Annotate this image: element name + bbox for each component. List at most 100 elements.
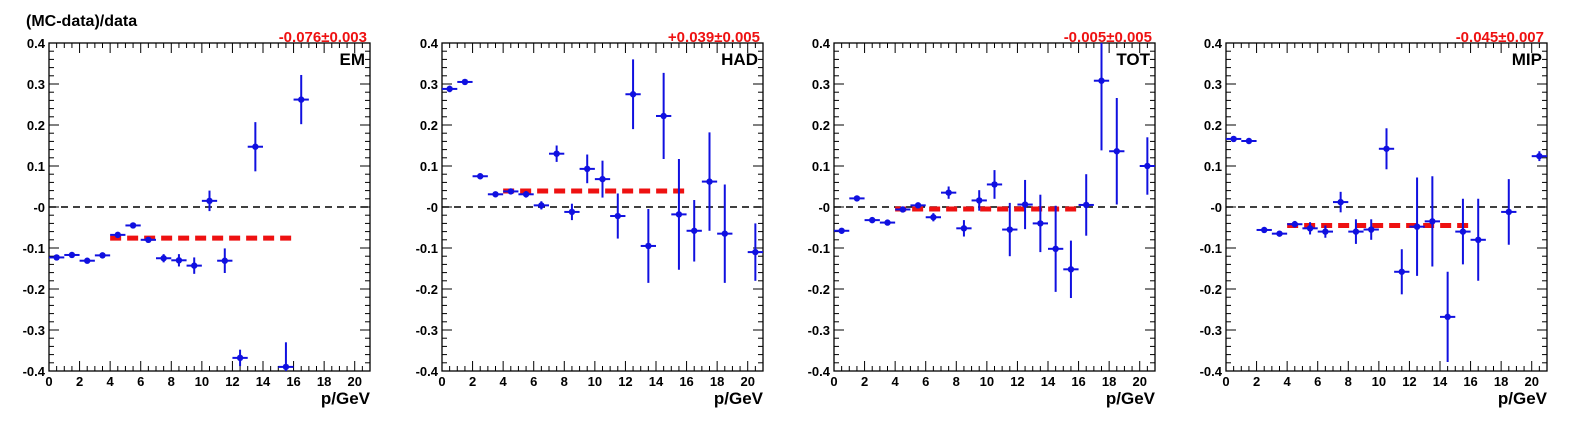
panel-label: TOT	[1116, 50, 1150, 69]
y-tick-label: -0.1	[23, 241, 45, 256]
x-tick-label: 2	[861, 374, 868, 389]
data-point	[853, 195, 861, 202]
x-tick-label: 6	[922, 374, 929, 389]
x-tick-label: 12	[225, 374, 239, 389]
panel-tot: -0.4 -0.3 -0.2 -0.1 -0 0.1 0.2 0.3 0.4 0 2 4 6 8 10 12 1…	[808, 29, 1156, 408]
data-point	[129, 222, 137, 229]
data-point	[1245, 137, 1253, 145]
x-tick-label: 10	[195, 374, 209, 389]
x-tick-label: 12	[1010, 374, 1024, 389]
data-point	[53, 254, 60, 261]
y-tick-label: 0.2	[1204, 118, 1222, 133]
y-tick-label: -0	[426, 200, 438, 215]
panel-label: MIP	[1512, 50, 1542, 69]
data-point	[492, 191, 499, 198]
fit-result-label: -0.005±0.005	[1064, 29, 1152, 46]
panel-had: -0.4 -0.3 -0.2 -0.1 -0 0.1 0.2 0.3 0.4 0 2 4 6 8 10 12 1…	[416, 29, 764, 408]
x-tick-label: 14	[1041, 374, 1056, 389]
x-tick-label: 20	[1524, 374, 1538, 389]
data-point	[645, 242, 652, 250]
data-point	[553, 150, 560, 157]
x-tick-label: 14	[1433, 374, 1448, 389]
data-point	[691, 227, 698, 234]
y-tick-label: -0.2	[1200, 282, 1222, 297]
data-point	[298, 96, 305, 103]
data-point	[282, 363, 290, 371]
data-point	[838, 227, 845, 234]
data-point	[914, 202, 922, 209]
data-point	[461, 78, 469, 86]
y-tick-label: -0.3	[808, 323, 830, 338]
data-point	[1144, 162, 1151, 170]
fit-result-label: -0.045±0.007	[1456, 29, 1544, 46]
data-point	[1368, 226, 1375, 233]
y-tick-label: 0.1	[420, 159, 438, 174]
data-point	[568, 208, 576, 216]
x-tick-label: 20	[347, 374, 361, 389]
panel-label: EM	[340, 50, 366, 69]
data-point	[1536, 152, 1543, 160]
y-tick-label: 0.3	[27, 77, 45, 92]
y-tick-label: -0.2	[23, 282, 45, 297]
data-point	[1037, 220, 1044, 227]
data-point	[1352, 228, 1360, 235]
x-tick-label: 4	[107, 374, 115, 389]
x-tick-label: 16	[1463, 374, 1477, 389]
x-tick-label: 10	[1372, 374, 1386, 389]
data-point	[976, 197, 983, 204]
x-tick-label: 16	[679, 374, 693, 389]
y-tick-label: 0.2	[27, 118, 45, 133]
y-axis-title: (MC-data)/data	[26, 13, 137, 30]
x-tick-label: 6	[530, 374, 537, 389]
y-tick-label: 0.1	[812, 159, 830, 174]
x-tick-label: 0	[438, 374, 445, 389]
data-point	[1067, 266, 1075, 273]
x-tick-label: 8	[561, 374, 568, 389]
x-tick-label: 12	[1402, 374, 1416, 389]
x-tick-label: 6	[137, 374, 144, 389]
y-tick-label: 0.4	[420, 36, 439, 51]
y-tick-label: -0.3	[416, 323, 438, 338]
x-tick-label: 2	[1253, 374, 1260, 389]
data-point	[869, 216, 876, 224]
data-point	[721, 230, 728, 237]
x-tick-label: 2	[469, 374, 476, 389]
data-point	[1291, 221, 1298, 228]
data-point	[1459, 228, 1467, 235]
data-point	[991, 181, 998, 188]
data-point	[1306, 225, 1314, 232]
data-points	[1226, 128, 1547, 362]
y-tick-label: 0.1	[27, 159, 45, 174]
data-point	[145, 236, 152, 243]
fit-result-label: +0.039±0.005	[668, 29, 760, 46]
data-point	[629, 91, 637, 98]
y-tick-label: -0	[1210, 200, 1222, 215]
data-point	[1021, 201, 1029, 208]
y-tick-label: -0.1	[416, 241, 438, 256]
y-tick-label: -0	[33, 200, 45, 215]
y-tick-label: 0.3	[420, 77, 438, 92]
x-tick-label: 4	[500, 374, 508, 389]
x-tick-label: 8	[1345, 374, 1352, 389]
data-point	[1398, 268, 1405, 275]
panel-em: -0.4 -0.3 -0.2 -0.1 -0 0.1 0.2 0.3 0.4 0 2 4 6 8 10 12 1…	[23, 29, 371, 408]
x-tick-label: 18	[1494, 374, 1508, 389]
x-tick-label: 0	[45, 374, 52, 389]
data-point	[1444, 313, 1451, 321]
data-point	[1505, 208, 1512, 216]
y-tick-label: 0.3	[812, 77, 830, 92]
y-tick-label: -0.3	[1200, 323, 1222, 338]
y-tick-label: -0.1	[808, 241, 830, 256]
data-point	[538, 202, 545, 209]
x-tick-label: 0	[1222, 374, 1229, 389]
data-point	[84, 257, 91, 264]
y-tick-label: -0	[818, 200, 830, 215]
x-tick-label: 0	[830, 374, 837, 389]
x-tick-label: 8	[953, 374, 960, 389]
data-point	[114, 231, 121, 239]
data-point	[1429, 218, 1436, 225]
x-axis-title: p/GeV	[1106, 389, 1156, 408]
x-tick-label: 18	[1102, 374, 1116, 389]
